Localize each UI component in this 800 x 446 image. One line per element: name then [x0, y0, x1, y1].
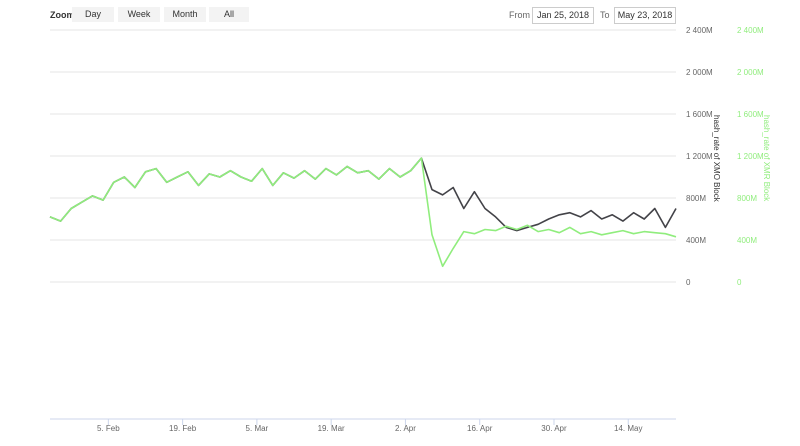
x-tick-label: 16. Apr: [467, 424, 493, 433]
zoom-month-button[interactable]: Month: [164, 7, 206, 22]
x-tick-label: 19. Mar: [318, 424, 345, 433]
y-tick-label-left: 1 600M: [686, 110, 713, 119]
x-tick-label: 5. Mar: [246, 424, 269, 433]
y-tick-label-left: 0: [686, 278, 691, 287]
zoom-day-button[interactable]: Day: [72, 7, 114, 22]
to-date-input[interactable]: May 23, 2018: [614, 7, 676, 24]
to-label: To: [600, 10, 610, 20]
right-axis-title: hash_rate of XMR Block: [762, 115, 771, 202]
y-tick-label-right: 800M: [737, 194, 757, 203]
left-axis-title: hash_rate of XMO Block: [712, 115, 721, 203]
zoom-all-button[interactable]: All: [209, 7, 249, 22]
y-tick-label-left: 2 400M: [686, 26, 713, 35]
x-tick-label: 5. Feb: [97, 424, 120, 433]
y-tick-label-left: 2 000M: [686, 68, 713, 77]
y-tick-label-right: 1 200M: [737, 152, 764, 161]
y-tick-label-left: 800M: [686, 194, 706, 203]
y-tick-label-left: 400M: [686, 236, 706, 245]
y-tick-label-left: 1 200M: [686, 152, 713, 161]
y-tick-label-right: 2 000M: [737, 68, 764, 77]
y-tick-label-right: 1 600M: [737, 110, 764, 119]
x-tick-label: 2. Apr: [395, 424, 416, 433]
x-tick-label: 14. May: [614, 424, 642, 433]
y-tick-label-right: 0: [737, 278, 742, 287]
from-label: From: [509, 10, 530, 20]
y-tick-label-right: 400M: [737, 236, 757, 245]
zoom-week-button[interactable]: Week: [118, 7, 160, 22]
from-date-input[interactable]: Jan 25, 2018: [532, 7, 594, 24]
y-tick-label-right: 2 400M: [737, 26, 764, 35]
zoom-label: Zoom: [50, 10, 75, 20]
x-tick-label: 19. Feb: [169, 424, 197, 433]
series-line-xmo: [49, 157, 677, 232]
series-line-xmr: [49, 157, 677, 268]
x-tick-label: 30. Apr: [541, 424, 567, 433]
